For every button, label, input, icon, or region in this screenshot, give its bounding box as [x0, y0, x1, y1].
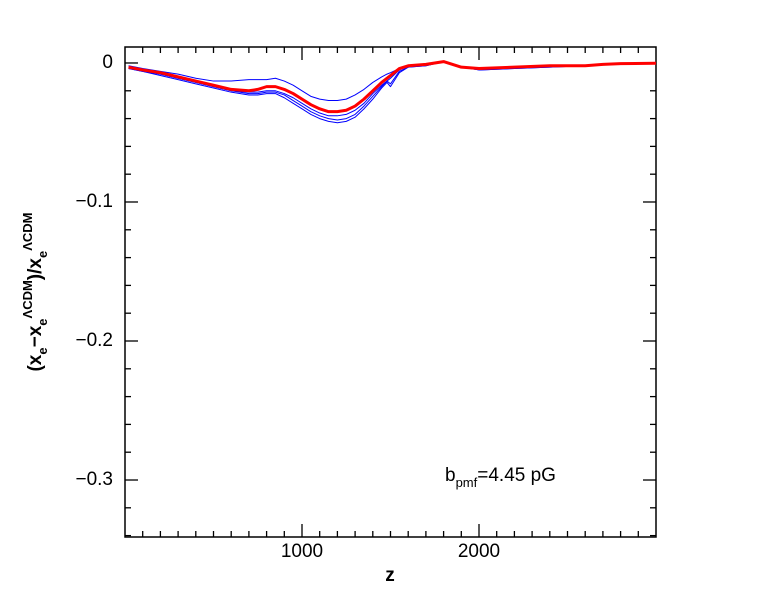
text-part: −x: [25, 325, 46, 347]
y-tick-label: −0.2: [75, 330, 113, 351]
text-part: e: [35, 251, 50, 258]
text-part: e: [35, 347, 50, 354]
series-line: [128, 61, 657, 124]
x-axis-label: z: [385, 565, 395, 586]
plot-frame: [124, 46, 657, 538]
text-part: b: [445, 465, 456, 486]
series-line: [128, 60, 657, 114]
y-tick-label: −0.1: [75, 191, 113, 212]
text-part: (x: [25, 354, 46, 371]
annotation: bpmf=4.45 pG: [445, 465, 556, 490]
text-part: pmf: [456, 475, 478, 490]
series-line: [128, 61, 657, 117]
text-part: ΛCDM: [20, 280, 35, 318]
x-tick-label: 1000: [281, 541, 323, 562]
y-axis-label: (xe−xeΛCDM)/xeΛCDM: [20, 212, 50, 371]
text-part: e: [35, 318, 50, 325]
text-part: =4.45 pG: [477, 465, 556, 486]
series-line: [128, 61, 657, 121]
text-part: ΛCDM: [20, 212, 35, 250]
x-tick-label: 2000: [458, 541, 500, 562]
y-tick-label: −0.3: [75, 469, 113, 490]
text-part: )/x: [25, 258, 46, 281]
y-tick-label: 0: [102, 52, 113, 73]
